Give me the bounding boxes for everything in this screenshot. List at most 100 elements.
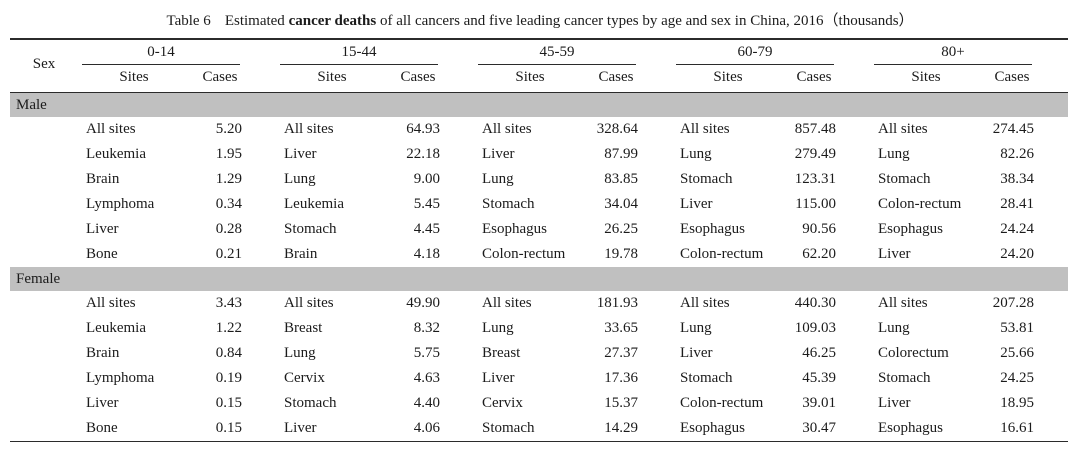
site-name-cell: Lung — [878, 320, 910, 336]
sites-column-header: Sites — [276, 65, 388, 93]
site-name-cell: Liver — [878, 246, 911, 262]
site-name-cell: Leukemia — [86, 146, 146, 162]
cases-value-cell: 33.65 — [604, 320, 638, 336]
cases-value-cell: 83.85 — [604, 171, 638, 187]
site-name-cell: Bone — [86, 419, 118, 436]
site-name-cell: Liver — [284, 146, 317, 162]
site-name-cell: Stomach — [482, 419, 535, 436]
site-name-cell: All sites — [680, 295, 730, 311]
cases-value-cell: 1.22 — [215, 320, 242, 336]
cases-value-cell: 5.20 — [215, 121, 242, 137]
cases-value-cell: 207.28 — [992, 295, 1034, 311]
site-name-cell: Lymphoma — [86, 370, 155, 386]
table-caption: Table 6 Estimated cancer deaths of all ca… — [0, 0, 1080, 30]
cases-value-cell: 3.43 — [215, 295, 242, 311]
site-name-cell: Colon-rectum — [878, 196, 962, 212]
site-name-cell: Cervix — [284, 370, 325, 386]
site-name-cell: Colon-rectum — [482, 246, 566, 262]
cases-value-cell: 49.90 — [406, 295, 440, 311]
cases-value-cell: 39.01 — [802, 395, 836, 411]
cases-value-cell: 274.45 — [992, 121, 1034, 137]
sex-band-row-female: Female — [10, 267, 1068, 291]
cases-column-header: Cases — [586, 65, 672, 93]
site-name-cell: Colorectum — [878, 345, 949, 361]
sites-column-header: Sites — [672, 65, 784, 93]
table-row: All sites 5.20 All sites 64.93 All sites 328.… — [10, 117, 1068, 142]
cases-value-cell: 18.95 — [1000, 395, 1034, 411]
cases-value-cell: 0.15 — [215, 395, 242, 411]
cases-column-header: Cases — [982, 65, 1068, 93]
cases-value-cell: 17.36 — [604, 370, 638, 386]
table-row: Brain 1.29 Lung 9.00 Lung 83.85 Stomach 123.31 S… — [10, 167, 1068, 192]
cases-value-cell: 24.25 — [1000, 370, 1034, 386]
site-name-cell: Liver — [878, 395, 911, 411]
site-name-cell: Cervix — [482, 395, 523, 411]
sex-spacer-cell — [10, 217, 78, 242]
caption-text-pre: Estimated — [224, 13, 289, 29]
table-row: Leukemia 1.95 Liver 22.18 Liver 87.99 Lung 279.… — [10, 142, 1068, 167]
cases-value-cell: 4.45 — [413, 221, 440, 237]
sex-spacer-cell — [10, 366, 78, 391]
table-row: Liver 0.28 Stomach 4.45 Esophagus 26.25 Esopha… — [10, 217, 1068, 242]
site-name-cell: Breast — [284, 320, 323, 336]
sex-spacer-cell — [10, 291, 78, 316]
cases-value-cell: 4.40 — [413, 395, 440, 411]
cases-column-header: Cases — [784, 65, 870, 93]
cases-value-cell: 27.37 — [604, 345, 638, 361]
cases-value-cell: 19.78 — [604, 246, 638, 262]
sites-cases-header-row: Sites Cases Sites Cases Sites Cases Site… — [10, 65, 1068, 93]
sites-column-header: Sites — [78, 65, 190, 93]
caption-text-post: of all cancers and five leading cancer t… — [376, 13, 914, 29]
cases-value-cell: 115.00 — [795, 196, 836, 212]
cases-value-cell: 857.48 — [794, 121, 836, 137]
sex-spacer-cell — [10, 142, 78, 167]
site-name-cell: Liver — [284, 419, 317, 436]
cases-value-cell: 109.03 — [794, 320, 836, 336]
cases-value-cell: 14.29 — [604, 419, 638, 436]
sex-spacer-cell — [10, 391, 78, 416]
sex-column-header: Sex — [10, 39, 78, 93]
cases-value-cell: 46.25 — [802, 345, 836, 361]
cases-value-cell: 16.61 — [1000, 419, 1034, 436]
cases-column-header: Cases — [388, 65, 474, 93]
cases-value-cell: 0.84 — [215, 345, 242, 361]
cases-value-cell: 15.37 — [604, 395, 638, 411]
sex-spacer-cell — [10, 242, 78, 267]
sites-column-header: Sites — [870, 65, 982, 93]
table-row: Lymphoma 0.34 Leukemia 5.45 Stomach 34.04 Live… — [10, 192, 1068, 217]
site-name-cell: Esophagus — [878, 419, 943, 436]
site-name-cell: Stomach — [482, 196, 535, 212]
table-row: Bone 0.21 Brain 4.18 Colon-rectum 19.78 Colon-… — [10, 242, 1068, 267]
site-name-cell: Brain — [86, 345, 120, 361]
site-name-cell: All sites — [482, 295, 532, 311]
age-group-label: 15-44 — [280, 44, 438, 65]
site-name-cell: Breast — [482, 345, 521, 361]
site-name-cell: Esophagus — [680, 221, 745, 237]
cases-value-cell: 4.63 — [413, 370, 440, 386]
cases-column-header: Cases — [190, 65, 276, 93]
cases-value-cell: 4.06 — [413, 419, 440, 436]
cases-value-cell: 25.66 — [1000, 345, 1034, 361]
sex-spacer-cell — [10, 167, 78, 192]
site-name-cell: Lung — [680, 320, 712, 336]
site-name-cell: Bone — [86, 246, 118, 262]
sex-spacer-cell — [10, 192, 78, 217]
cases-value-cell: 328.64 — [596, 121, 638, 137]
table-row: Brain 0.84 Lung 5.75 Breast 27.37 Liver 46.25 Co… — [10, 341, 1068, 366]
table-row: All sites 3.43 All sites 49.90 All sites 181.… — [10, 291, 1068, 316]
cases-value-cell: 1.95 — [215, 146, 242, 162]
cases-value-cell: 181.93 — [596, 295, 638, 311]
sex-spacer-cell — [10, 117, 78, 142]
cases-value-cell: 8.32 — [413, 320, 440, 336]
site-name-cell: Colon-rectum — [680, 246, 764, 262]
table-header: Sex 0-14 15-44 45-59 60-79 80+ Sites — [10, 39, 1068, 93]
cases-value-cell: 28.41 — [1000, 196, 1034, 212]
site-name-cell: All sites — [482, 121, 532, 137]
cases-value-cell: 4.18 — [413, 246, 440, 262]
age-group-label: 0-14 — [82, 44, 240, 65]
cases-value-cell: 0.34 — [215, 196, 242, 212]
table-number: Table 6 — [166, 13, 211, 29]
cases-value-cell: 24.24 — [1000, 221, 1034, 237]
table-body: Male All sites 5.20 All sites 64.93 All sites… — [10, 92, 1068, 442]
site-name-cell: Stomach — [284, 395, 337, 411]
